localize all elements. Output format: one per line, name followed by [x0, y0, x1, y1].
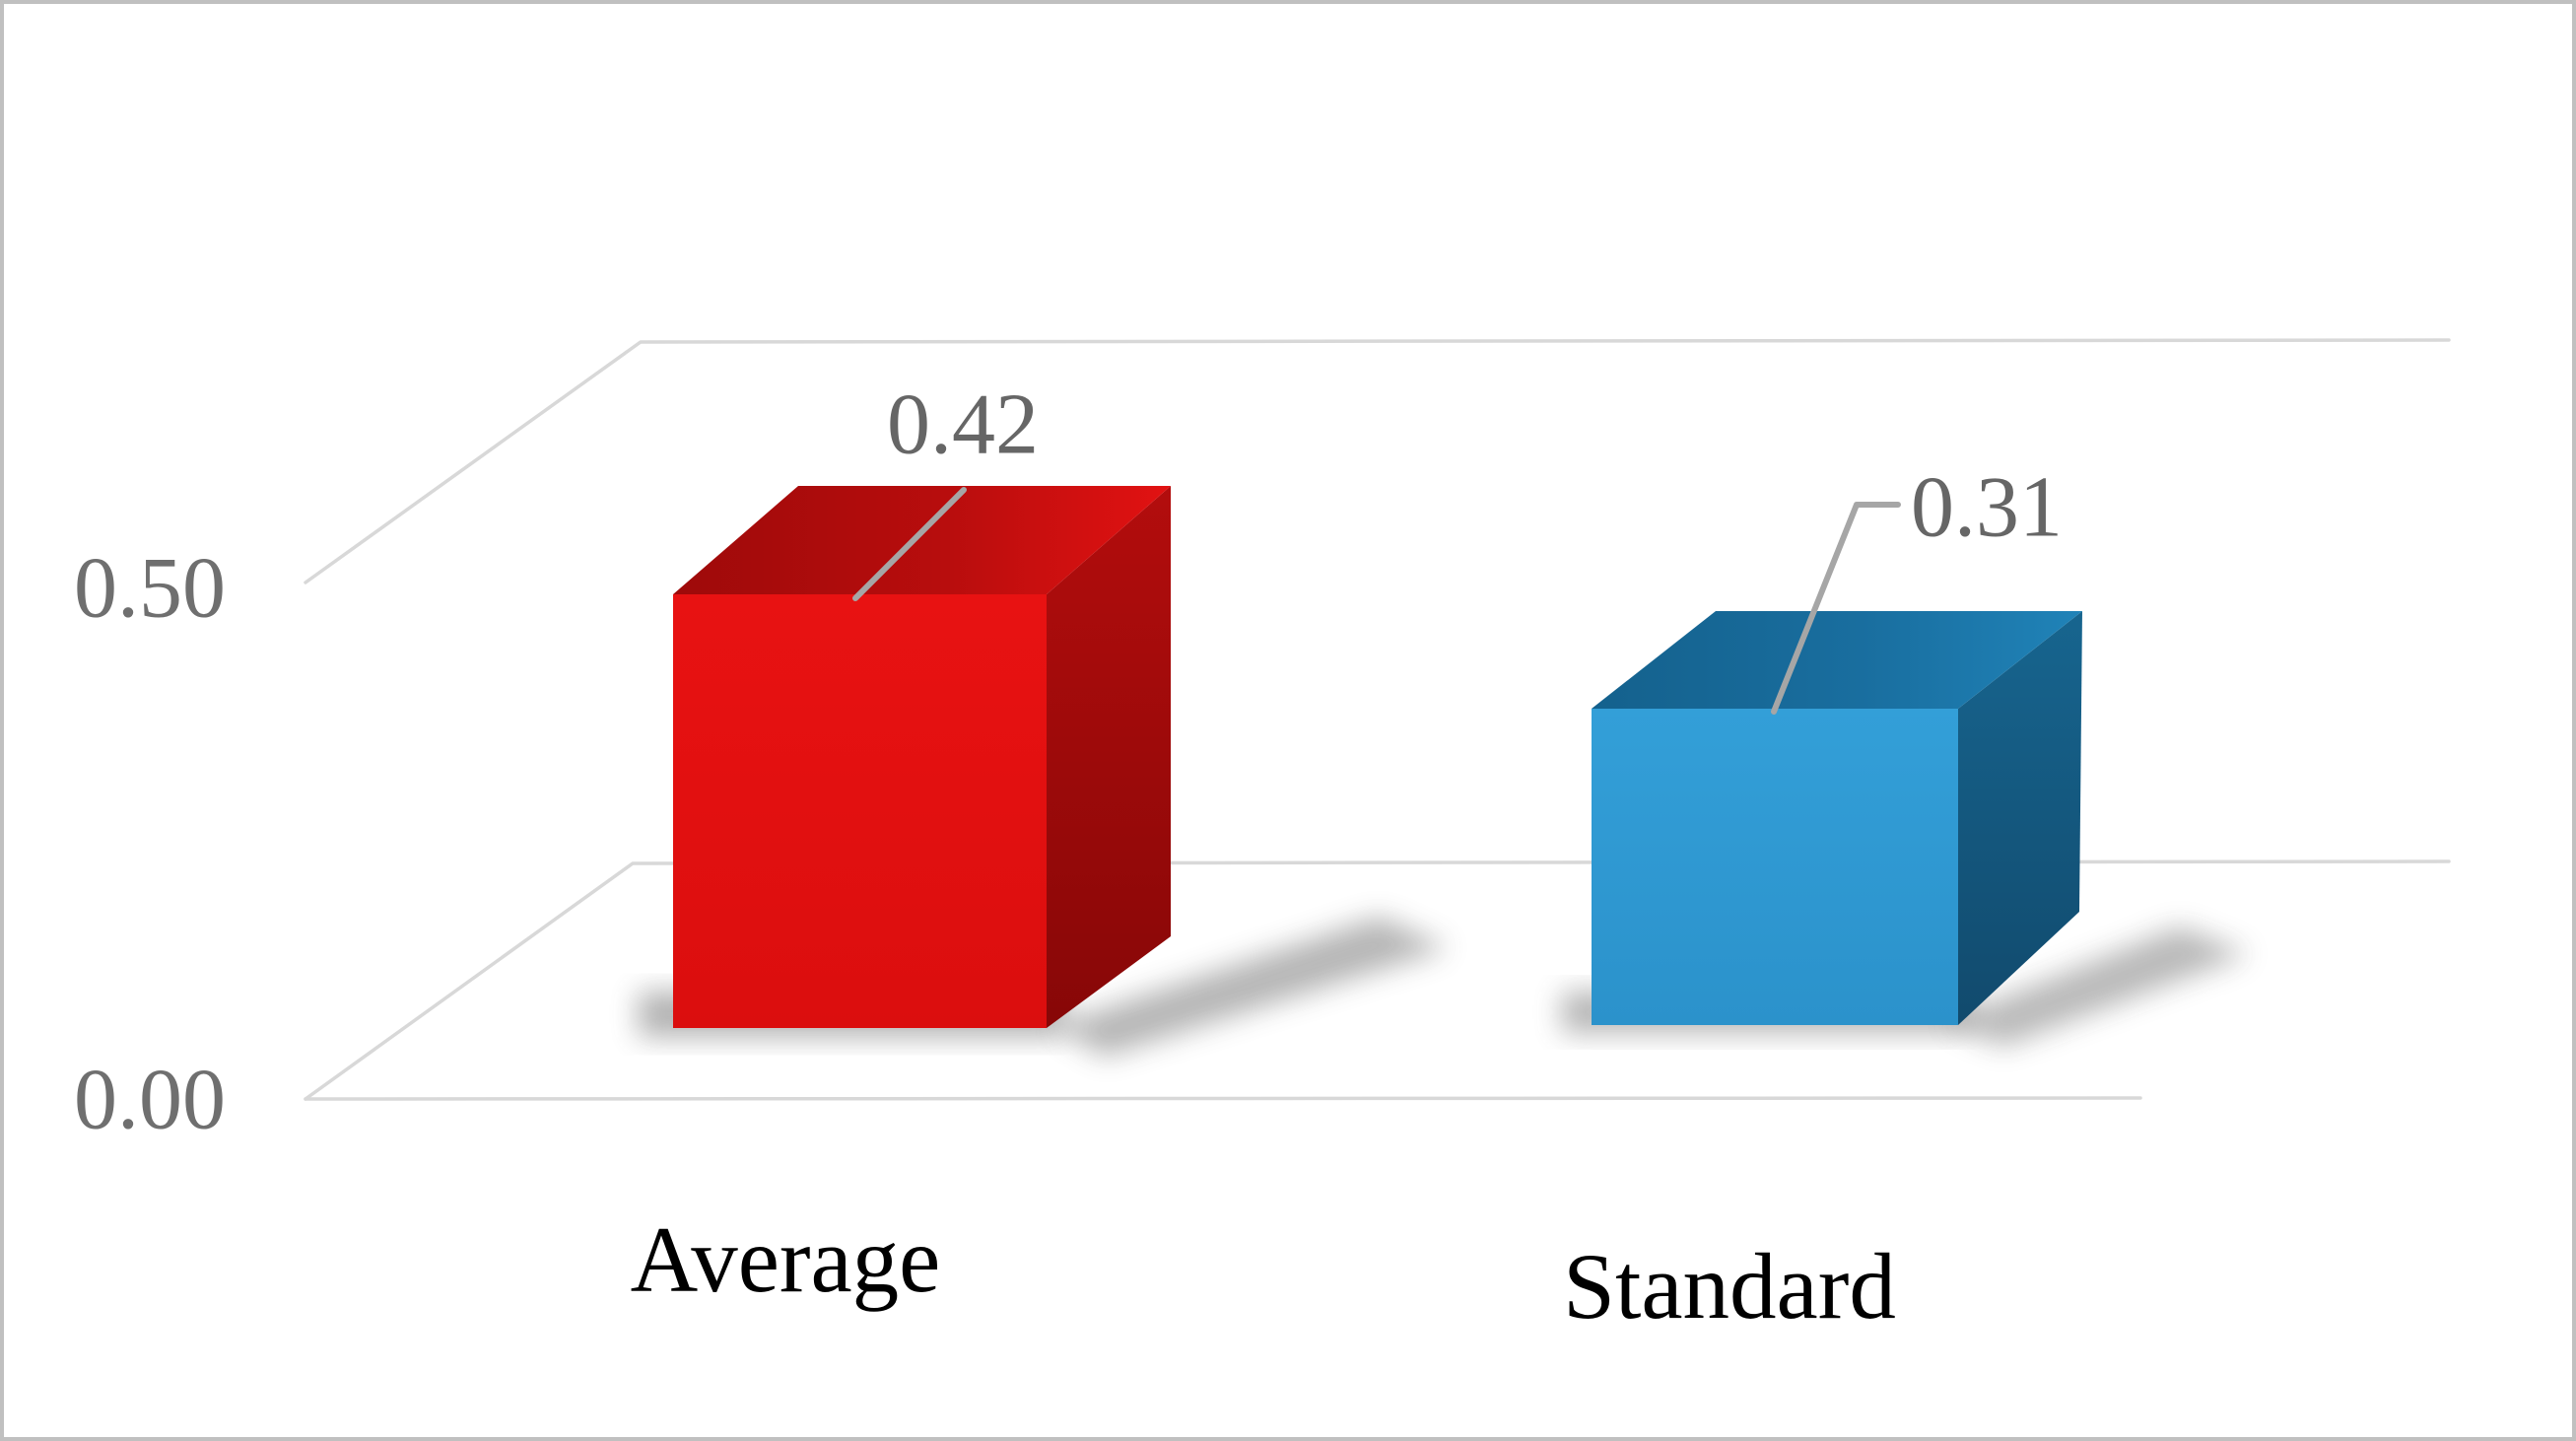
- category-label-average: Average: [631, 1207, 941, 1312]
- data-label-average: 0.42: [887, 377, 1039, 473]
- bar-standard-top-face: [1592, 611, 2082, 709]
- shadow-standard-wedge: [1946, 926, 2249, 1047]
- leader-line-standard: [1771, 502, 1901, 715]
- bar-average-top-face: [673, 486, 1171, 594]
- gridline-0-50: [304, 338, 2451, 584]
- category-label-standard: Standard: [1563, 1234, 1896, 1338]
- floor-front-edge: [304, 1096, 2142, 1101]
- bar-average: [673, 486, 1171, 1028]
- bar-standard-front-face: [1592, 709, 1958, 1025]
- shadow-average-wedge: [1054, 917, 1449, 1057]
- leader-line-average: [852, 487, 967, 601]
- y-axis-tick-bottom: 0.00: [74, 1053, 226, 1148]
- bar-average-side-face: [1047, 486, 1171, 1028]
- bar-average-front-face: [673, 594, 1047, 1028]
- bar-standard-side-face: [1958, 611, 2082, 1025]
- data-label-standard: 0.31: [1911, 460, 2063, 556]
- y-axis-tick-top: 0.50: [74, 541, 226, 637]
- bar-standard: [1592, 611, 2082, 1025]
